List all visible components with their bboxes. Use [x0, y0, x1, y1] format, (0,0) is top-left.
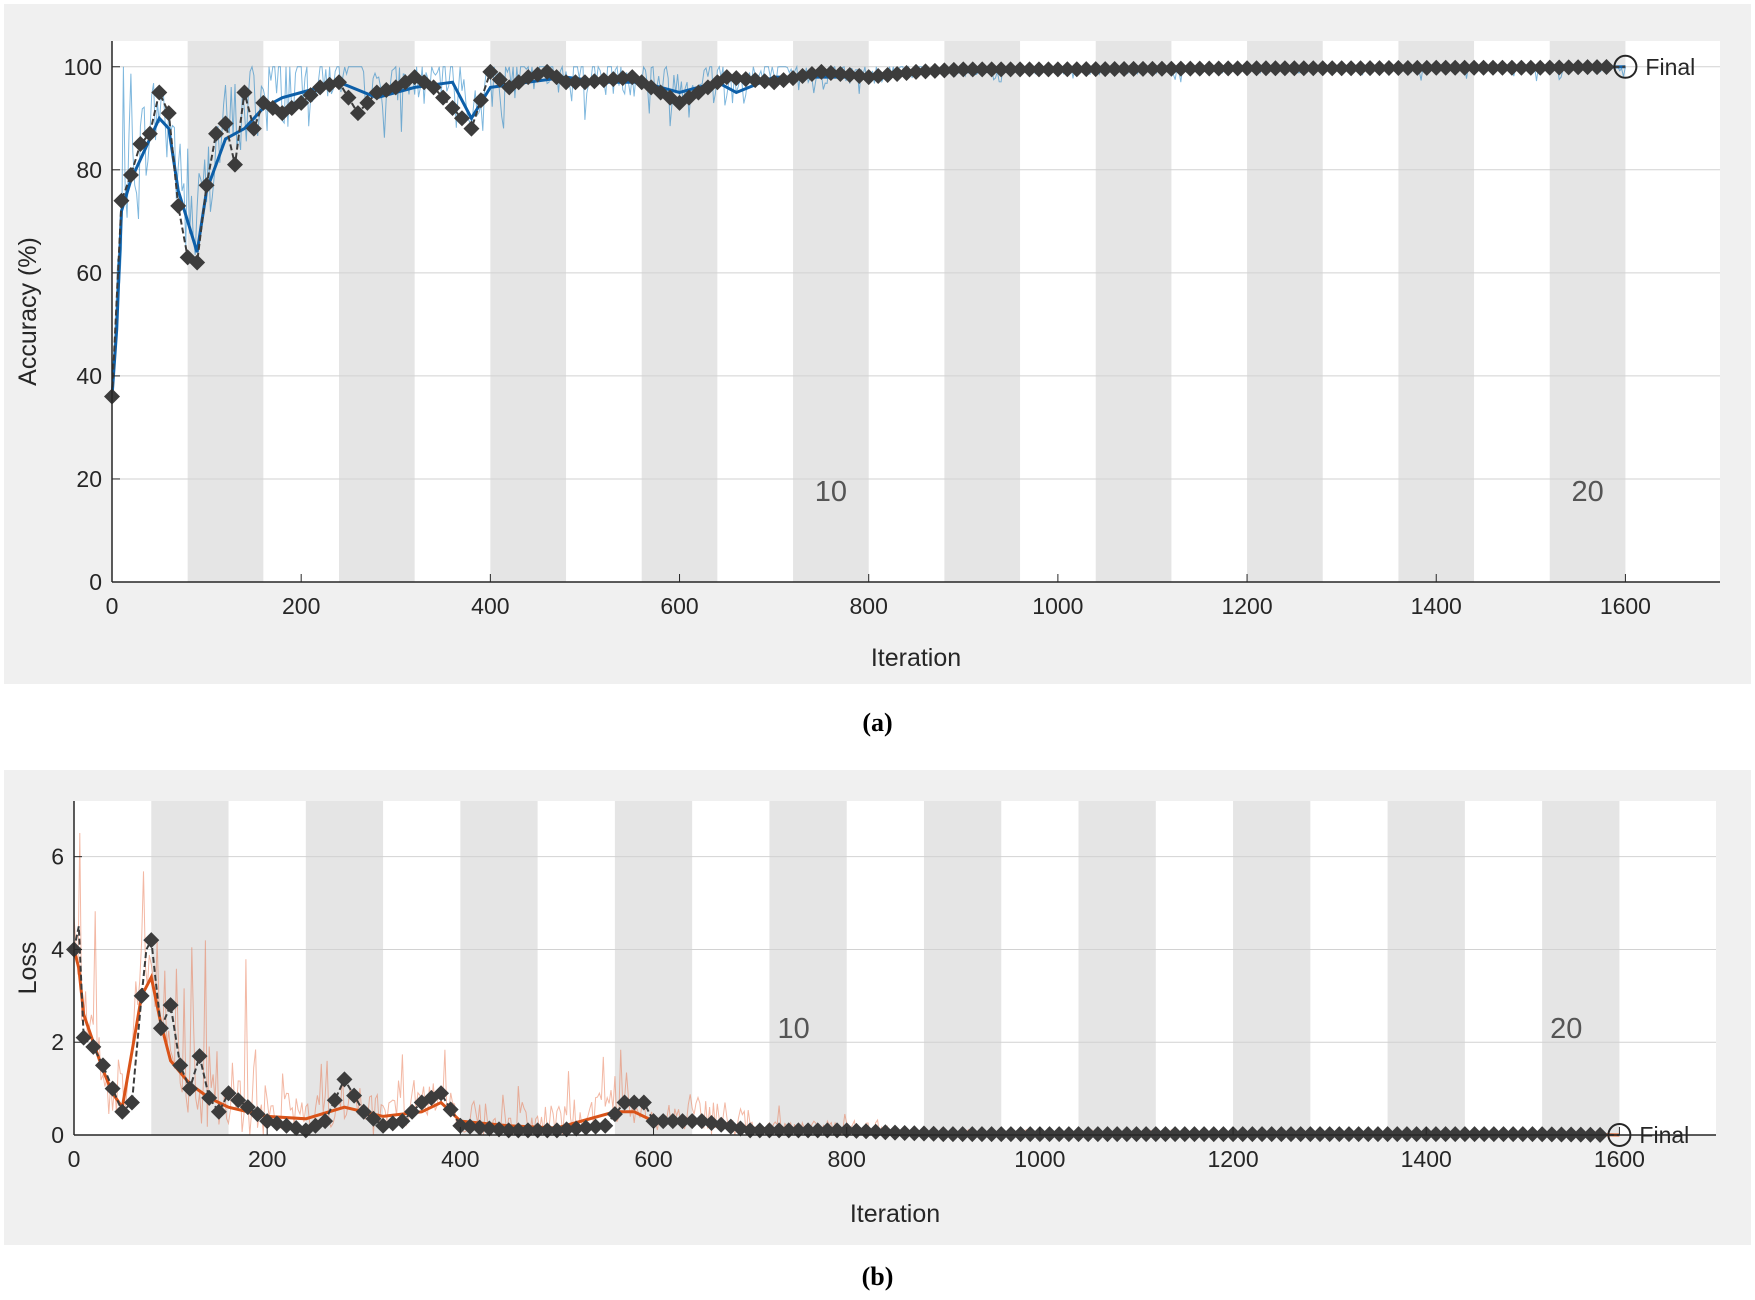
a-epoch-label: 20	[1571, 476, 1603, 508]
a-epoch-band	[339, 41, 415, 582]
a-y-tick-label: 80	[76, 157, 102, 183]
a-epoch-label: 10	[815, 476, 847, 508]
b-epoch-band	[769, 801, 846, 1135]
a-epoch-band	[1398, 41, 1474, 582]
b-epoch-band	[460, 801, 537, 1135]
b-x-tick-label: 400	[441, 1146, 479, 1172]
b-epoch-band	[615, 801, 692, 1135]
accuracy-panel: Final 10 20 0 200 400 600 800 1000 1200 1400 1600 0 2…	[4, 4, 1751, 684]
a-y-tick-label: 20	[76, 466, 102, 492]
b-epoch-band	[1542, 801, 1619, 1135]
a-x-tick-label: 400	[471, 593, 509, 619]
b-epoch-band	[1233, 801, 1310, 1135]
b-epoch-band	[1388, 801, 1465, 1135]
b-x-tick-label: 200	[248, 1146, 286, 1172]
a-epoch-band	[1096, 41, 1172, 582]
a-final-label: Final	[1645, 54, 1695, 80]
b-x-tick-label: 1000	[1014, 1146, 1065, 1172]
b-x-tick-label: 600	[634, 1146, 672, 1172]
loss-panel: Final 10 20 0 200 400 600 800 1000 1200 1400 1600 0 2…	[4, 770, 1751, 1245]
b-epoch-band	[1079, 801, 1156, 1135]
a-y-tick-label: 100	[64, 54, 102, 80]
a-x-tick-label: 1600	[1600, 593, 1651, 619]
caption-a: (a)	[0, 708, 1755, 738]
a-epoch-band	[642, 41, 718, 582]
a-x-tick-label: 1000	[1032, 593, 1083, 619]
b-y-tick-label: 2	[51, 1029, 64, 1055]
a-x-tick-label: 0	[106, 593, 119, 619]
b-x-tick-label: 0	[68, 1146, 81, 1172]
a-x-tick-label: 1200	[1221, 593, 1272, 619]
b-y-tick-label: 6	[51, 844, 64, 870]
a-y-axis-label: Accuracy (%)	[14, 237, 42, 386]
a-x-tick-label: 1400	[1411, 593, 1462, 619]
loss-chart: Final10 200 200 400 600 800 1000 1200 1400 160002…	[4, 770, 1751, 1245]
a-y-tick-label: 0	[89, 569, 102, 595]
a-epoch-band	[1247, 41, 1323, 582]
b-x-axis-label: Iteration	[850, 1200, 940, 1228]
b-epoch-label: 20	[1550, 1013, 1582, 1045]
a-y-tick-label: 40	[76, 363, 102, 389]
a-y-tick-label: 60	[76, 260, 102, 286]
b-x-tick-label: 1200	[1207, 1146, 1258, 1172]
b-x-tick-label: 800	[828, 1146, 866, 1172]
a-x-tick-label: 600	[660, 593, 698, 619]
b-epoch-band	[924, 801, 1001, 1135]
a-epoch-band	[944, 41, 1020, 582]
b-x-tick-label: 1400	[1401, 1146, 1452, 1172]
b-y-axis-label: Loss	[14, 942, 42, 995]
a-x-tick-label: 800	[850, 593, 888, 619]
b-epoch-label: 10	[777, 1013, 809, 1045]
accuracy-chart: Final10 200 200 400 600 800 1000 1200 1400 160002…	[4, 4, 1751, 684]
b-x-tick-label: 1600	[1594, 1146, 1645, 1172]
a-x-axis-label: Iteration	[871, 644, 961, 672]
caption-b: (b)	[0, 1262, 1755, 1292]
a-x-tick-label: 200	[282, 593, 320, 619]
b-y-tick-label: 0	[51, 1122, 64, 1148]
b-y-tick-label: 4	[51, 936, 64, 962]
a-epoch-band	[490, 41, 566, 582]
